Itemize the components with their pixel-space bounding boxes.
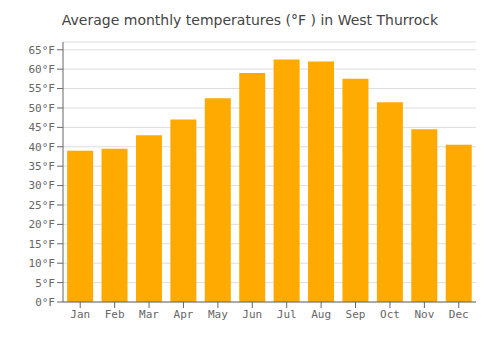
svg-text:65°F: 65°F bbox=[29, 44, 56, 57]
svg-text:Jun: Jun bbox=[242, 308, 262, 321]
svg-text:Apr: Apr bbox=[174, 308, 194, 321]
svg-text:20°F: 20°F bbox=[29, 218, 56, 231]
svg-text:Mar: Mar bbox=[139, 308, 159, 321]
svg-text:Sep: Sep bbox=[346, 308, 366, 321]
svg-text:35°F: 35°F bbox=[29, 160, 56, 173]
svg-text:10°F: 10°F bbox=[29, 257, 56, 270]
svg-text:25°F: 25°F bbox=[29, 199, 56, 212]
html-text:Average monthly temperatures (: Average monthly temperatures (°F ) in We… bbox=[61, 12, 439, 28]
svg-text:Jan: Jan bbox=[70, 308, 90, 321]
svg-text:Oct: Oct bbox=[380, 308, 400, 321]
svg-text:0°F: 0°F bbox=[35, 296, 55, 309]
svg-text:5°F: 5°F bbox=[35, 277, 55, 290]
svg-text:45°F: 45°F bbox=[29, 121, 56, 134]
svg-text:Nov: Nov bbox=[414, 308, 434, 321]
svg-text:55°F: 55°F bbox=[29, 82, 56, 95]
svg-text:40°F: 40°F bbox=[29, 141, 56, 154]
svg-text:30°F: 30°F bbox=[29, 179, 56, 192]
svg-text:Dec: Dec bbox=[449, 308, 469, 321]
svg-text:50°F: 50°F bbox=[29, 102, 56, 115]
svg-text:Feb: Feb bbox=[105, 308, 125, 321]
svg-text:May: May bbox=[208, 308, 228, 321]
svg-text:Jul: Jul bbox=[277, 308, 297, 321]
svg-text:Aug: Aug bbox=[311, 308, 331, 321]
svg-text:15°F: 15°F bbox=[29, 238, 56, 251]
svg-text:60°F: 60°F bbox=[29, 63, 56, 76]
